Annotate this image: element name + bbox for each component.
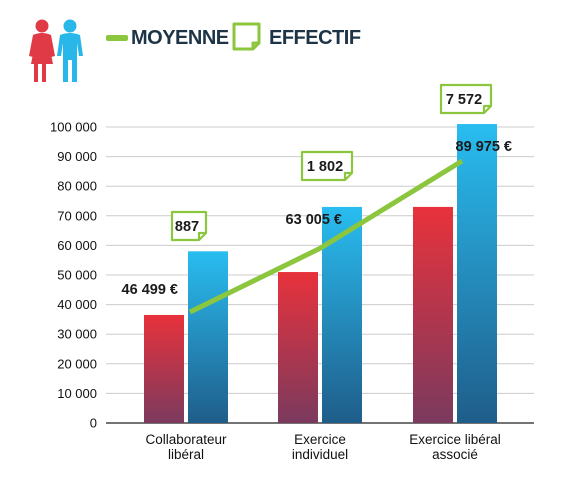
moyenne-label: 46 499 € <box>122 282 178 298</box>
moyenne-line <box>188 158 464 315</box>
effectif-label: 887 <box>175 219 199 235</box>
y-tick-label: 0 <box>90 416 97 431</box>
effectif-callout-fold <box>343 171 352 180</box>
effectif-legend-label: EFFECTIF <box>269 27 361 49</box>
effectif-label: 1 802 <box>307 159 343 175</box>
bar-female <box>144 314 184 423</box>
effectif-callout <box>439 83 493 115</box>
y-tick-label: 100 000 <box>50 120 97 135</box>
people-icon <box>29 19 83 82</box>
effectif-callout <box>300 150 354 182</box>
x-tick-label: libéral <box>168 447 204 462</box>
y-tick-label: 80 000 <box>57 179 97 194</box>
y-tick-label: 20 000 <box>57 356 97 371</box>
effectif-callout <box>170 210 208 242</box>
x-tick-label: Collaborateur <box>145 432 227 447</box>
effectif-label: 7 572 <box>446 92 482 108</box>
moyenne-label: 89 975 € <box>456 139 512 155</box>
bar-female <box>278 272 318 423</box>
x-tick-label: Exercice libéral <box>409 432 501 447</box>
moyenne-legend-line <box>106 35 128 41</box>
bar-male <box>457 124 497 423</box>
y-tick-label: 50 000 <box>57 268 97 283</box>
bar-male <box>322 206 362 423</box>
bar-male <box>188 251 228 423</box>
y-tick-label: 30 000 <box>57 327 97 342</box>
bar-female <box>413 206 453 423</box>
y-tick-label: 40 000 <box>57 297 97 312</box>
x-tick-label: Exercice <box>294 432 346 447</box>
moyenne-legend-label: MOYENNE <box>131 27 229 49</box>
effectif-callout-fold <box>197 231 206 240</box>
y-tick-label: 10 000 <box>57 386 97 401</box>
x-tick-label: individuel <box>292 447 348 462</box>
effectif-callout-fold <box>482 104 491 113</box>
effectif-legend-icon <box>232 22 261 51</box>
y-tick-label: 60 000 <box>57 238 97 253</box>
x-tick-label: associé <box>432 447 478 462</box>
moyenne-label: 63 005 € <box>286 212 342 228</box>
y-tick-label: 70 000 <box>57 208 97 223</box>
y-tick-label: 90 000 <box>57 149 97 164</box>
